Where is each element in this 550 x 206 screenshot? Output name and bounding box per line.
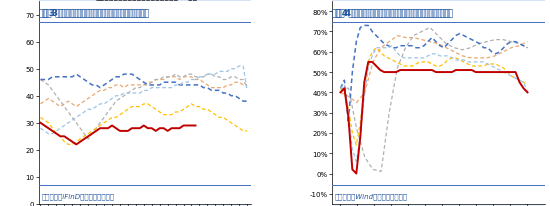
Text: 图表3：近半月石油沥青装置开工率环比续升: 图表3：近半月石油沥青装置开工率环比续升 [41,8,150,17]
Text: 图表4：近半月水泥粉磨开工率均值环比有所回落: 图表4：近半月水泥粉磨开工率均值环比有所回落 [332,8,451,17]
Text: 资料来源：iFinD，国盛证券研究所: 资料来源：iFinD，国盛证券研究所 [41,193,114,199]
Text: 图表3：近半月石油沥青装置开工率环比续升: 图表3：近半月石油沥青装置开工率环比续升 [39,8,147,17]
Text: 图表4：近半月水泥粉磨开工率均值环比有所回落: 图表4：近半月水泥粉磨开工率均值环比有所回落 [334,8,454,17]
Text: 资料来源：Wind，国盛证券研究所: 资料来源：Wind，国盛证券研究所 [334,193,408,199]
